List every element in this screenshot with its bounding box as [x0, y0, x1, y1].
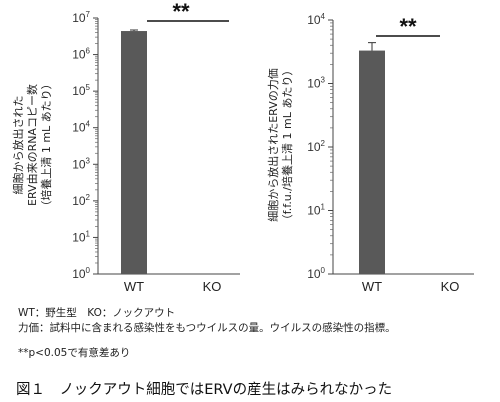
- y-tick-label: 102: [307, 139, 325, 154]
- x-category-label: WT: [362, 279, 382, 294]
- y-axis-label-line: （培養上清 1 mL あたり）: [39, 78, 53, 211]
- y-tick-label: 106: [72, 47, 90, 62]
- bar-wt: [359, 50, 385, 274]
- x-category-label: WT: [124, 279, 144, 294]
- y-axis-label-line: 細胞から放出された: [11, 96, 25, 195]
- y-tick-label: 104: [72, 120, 90, 135]
- y-tick-label: 107: [72, 10, 90, 25]
- figure-caption: 図１ ノックアウト細胞ではERVの産生はみられなかった: [16, 382, 393, 398]
- y-tick-label: 100: [307, 266, 325, 281]
- significance-marker: **: [172, 0, 190, 24]
- chart-2: 100 101 102 103 104 WT KO ** 細胞から放出されたERVの力価 （f.f…: [266, 12, 474, 294]
- y-tick-label: 102: [72, 193, 90, 208]
- y-tick-label: 104: [307, 12, 325, 27]
- y-tick-label: 101: [72, 229, 90, 244]
- significance-marker: **: [399, 14, 417, 39]
- chart-1: 100 101 102 103 104 105 106 107 WT KO ** 細胞から放出された E…: [11, 0, 240, 294]
- notes-block: WT：野生型 KO：ノックアウト 力価：試料中に含まれる感染性をもつウイルスの量…: [18, 306, 396, 361]
- y-tick-label: 103: [72, 156, 90, 171]
- x-category-label: KO: [203, 279, 222, 294]
- significance-note: **p<0.05で有意差あり: [18, 347, 131, 359]
- titer-definition-note: 力価：試料中に含まれる感染性をもつウイルスの量。ウイルスの感染性の指標。: [18, 322, 396, 334]
- bar-wt: [121, 31, 147, 274]
- abbreviation-note: WT：野生型 KO：ノックアウト: [18, 307, 176, 319]
- x-category-label: KO: [441, 279, 460, 294]
- y-tick-label: 103: [307, 76, 325, 91]
- y-tick-label: 105: [72, 83, 90, 98]
- y-tick-label: 101: [307, 203, 325, 218]
- y-axis-label-line: （f.f.u./培養上清 1 mL あたり）: [280, 65, 294, 226]
- y-axis-label-line: 細胞から放出されたERVの力価: [266, 68, 280, 222]
- y-axis-label-line: ERV由来のRNAコピー数: [25, 84, 39, 206]
- y-tick-label: 100: [72, 266, 90, 281]
